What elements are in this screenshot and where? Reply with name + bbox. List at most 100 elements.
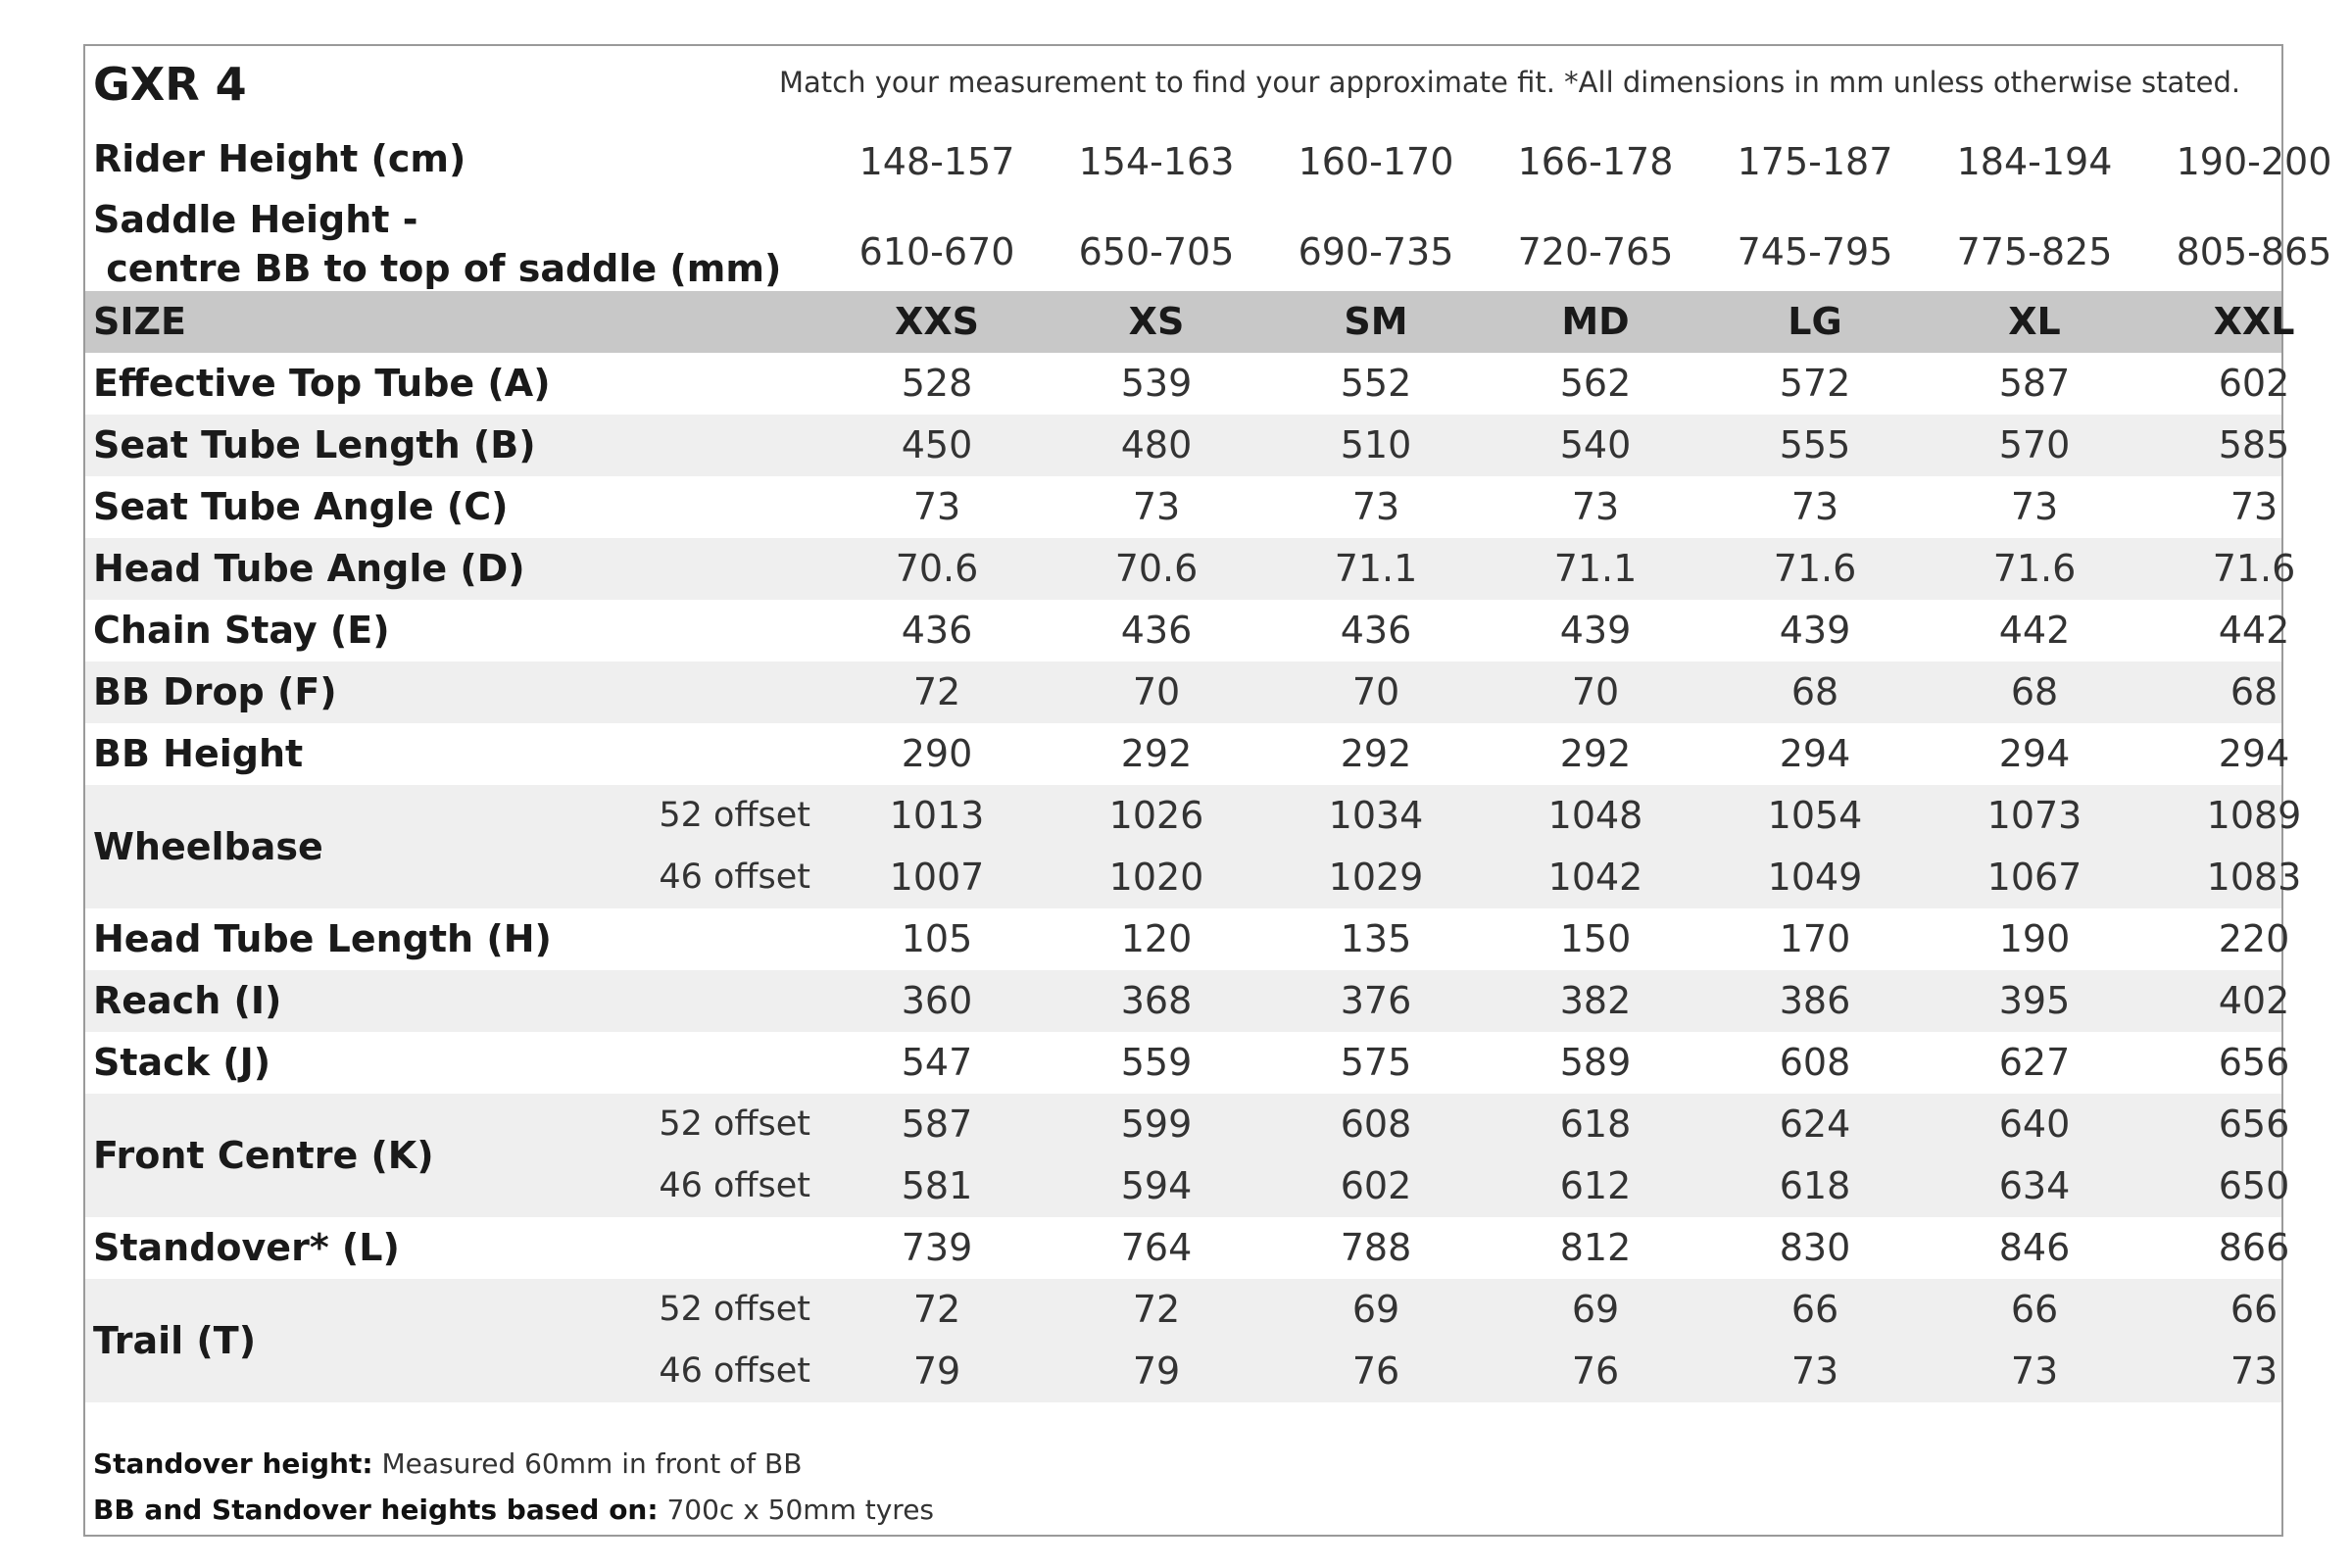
row-label: Head Tube Angle (D) [93, 547, 525, 590]
table-row: Stack (J) 547 559 575 589 608 627 656 [85, 1032, 2289, 1094]
table-cell: 575 [1340, 1041, 1412, 1084]
table-row: Reach (I) 360 368 376 382 386 395 402 [85, 970, 2289, 1032]
table-row: Head Tube Angle (D) 70.6 70.6 71.1 71.1 71.6 7… [85, 538, 2295, 600]
row-label: Standover* (L) [93, 1226, 400, 1269]
table-cell: 69 [1351, 1288, 1400, 1331]
table-cell: 292 [1559, 732, 1632, 775]
table-cell: 589 [1559, 1041, 1632, 1084]
table-cell: 1042 [1547, 856, 1643, 899]
table-cell: 71.6 [1773, 547, 1857, 590]
table-cell: 376 [1340, 979, 1412, 1022]
table-cell: 439 [1559, 609, 1632, 652]
table-row: Front Centre (K) 52 offset 587 599 608 618 624… [85, 1094, 2289, 1177]
row-label: Trail (T) [93, 1318, 257, 1362]
table-cell: 120 [1120, 917, 1193, 960]
rider-height-value: 160-170 [1298, 140, 1454, 183]
table-row: Effective Top Tube (A) 528 539 552 562 572 587… [85, 353, 2289, 415]
offset-label: 46 offset [659, 1166, 810, 1205]
table-cell: 587 [901, 1102, 973, 1146]
table-cell: 72 [912, 670, 961, 713]
table-cell: 1026 [1108, 794, 1204, 837]
table-cell: 1020 [1108, 856, 1204, 899]
table-cell: 1083 [2206, 856, 2302, 899]
table-cell: 547 [901, 1041, 973, 1084]
table-cell: 71.6 [2212, 547, 2296, 590]
offset-label: 52 offset [659, 1290, 810, 1329]
table-cell: 608 [1779, 1041, 1851, 1084]
table-row: Wheelbase 52 offset 1013 1026 1034 1048 1054 10… [85, 785, 2301, 868]
table-row: 46 offset 79 79 76 76 73 73 73 [85, 1341, 2281, 1402]
table-cell: 656 [2218, 1041, 2290, 1084]
table-cell: 640 [1998, 1102, 2071, 1146]
table-cell: 830 [1779, 1226, 1851, 1269]
table-cell: 572 [1779, 362, 1851, 405]
row-label: Chain Stay (E) [93, 609, 390, 652]
table-cell: 73 [912, 485, 961, 528]
row-label: Seat Tube Angle (C) [93, 485, 509, 528]
saddle-height-value: 720-765 [1517, 230, 1674, 273]
size-header-row: SIZE XXS XS SM MD LG XL XXL [85, 291, 2294, 353]
table-cell: 294 [2218, 732, 2290, 775]
size-heading: LG [1788, 300, 1842, 343]
table-cell: 552 [1340, 362, 1412, 405]
table-cell: 72 [912, 1288, 961, 1331]
table-row: BB Drop (F) 72 70 70 70 68 68 68 [85, 662, 2281, 723]
saddle-height-value: 650-705 [1078, 230, 1235, 273]
table-cell: 73 [1790, 485, 1839, 528]
table-cell: 788 [1340, 1226, 1412, 1269]
table-cell: 510 [1340, 423, 1412, 466]
row-label: Reach (I) [93, 979, 282, 1022]
table-cell: 618 [1779, 1164, 1851, 1207]
footnote-standover-text: Measured 60mm in front of BB [372, 1447, 803, 1480]
offset-label: 52 offset [659, 1104, 810, 1144]
table-cell: 439 [1779, 609, 1851, 652]
table-cell: 1049 [1767, 856, 1863, 899]
table-cell: 292 [1340, 732, 1412, 775]
table-cell: 294 [1998, 732, 2071, 775]
table-cell: 555 [1779, 423, 1851, 466]
table-cell: 360 [901, 979, 973, 1022]
table-cell: 73 [2010, 1349, 2059, 1393]
rider-height-value: 148-157 [858, 140, 1015, 183]
table-cell: 70 [1351, 670, 1400, 713]
table-cell: 69 [1571, 1288, 1620, 1331]
table-cell: 618 [1559, 1102, 1632, 1146]
table-cell: 1048 [1547, 794, 1643, 837]
table-row: 46 offset 1007 1020 1029 1042 1049 1067 1083 [85, 847, 2301, 908]
footnote-tyres-text: 700c x 50mm tyres [658, 1494, 935, 1526]
saddle-height-value: 610-670 [858, 230, 1015, 273]
footnote-tyres-key: BB and Standover heights based on: [93, 1494, 659, 1526]
saddle-height-value: 805-865 [2176, 230, 2332, 273]
table-cell: 73 [2230, 485, 2278, 528]
fit-note: Match your measurement to find your appr… [779, 66, 2241, 99]
size-heading: XXL [2213, 300, 2295, 343]
table-cell: 846 [1998, 1226, 2071, 1269]
table-cell: 739 [901, 1226, 973, 1269]
rider-height-value: 184-194 [1956, 140, 2113, 183]
table-cell: 866 [2218, 1226, 2290, 1269]
footnote-tyres: BB and Standover heights based on: 700c … [93, 1494, 934, 1526]
table-cell: 368 [1120, 979, 1193, 1022]
offset-label: 46 offset [659, 1351, 810, 1391]
table-cell: 73 [1790, 1349, 1839, 1393]
table-cell: 1007 [889, 856, 985, 899]
table-cell: 1073 [1986, 794, 2082, 837]
table-cell: 79 [1132, 1349, 1181, 1393]
table-cell: 624 [1779, 1102, 1851, 1146]
table-cell: 587 [1998, 362, 2071, 405]
table-cell: 436 [901, 609, 973, 652]
size-heading: MD [1561, 300, 1630, 343]
table-cell: 627 [1998, 1041, 2071, 1084]
table-cell: 66 [2010, 1288, 2059, 1331]
table-row: 46 offset 581 594 602 612 618 634 650 [85, 1155, 2289, 1217]
table-cell: 634 [1998, 1164, 2071, 1207]
table-cell: 450 [901, 423, 973, 466]
table-cell: 1013 [889, 794, 985, 837]
row-label: Effective Top Tube (A) [93, 362, 551, 405]
table-cell: 1029 [1328, 856, 1424, 899]
size-heading: XL [2008, 300, 2061, 343]
table-cell: 539 [1120, 362, 1193, 405]
offset-label: 46 offset [659, 858, 810, 897]
table-cell: 73 [1132, 485, 1181, 528]
table-cell: 71.6 [1992, 547, 2077, 590]
